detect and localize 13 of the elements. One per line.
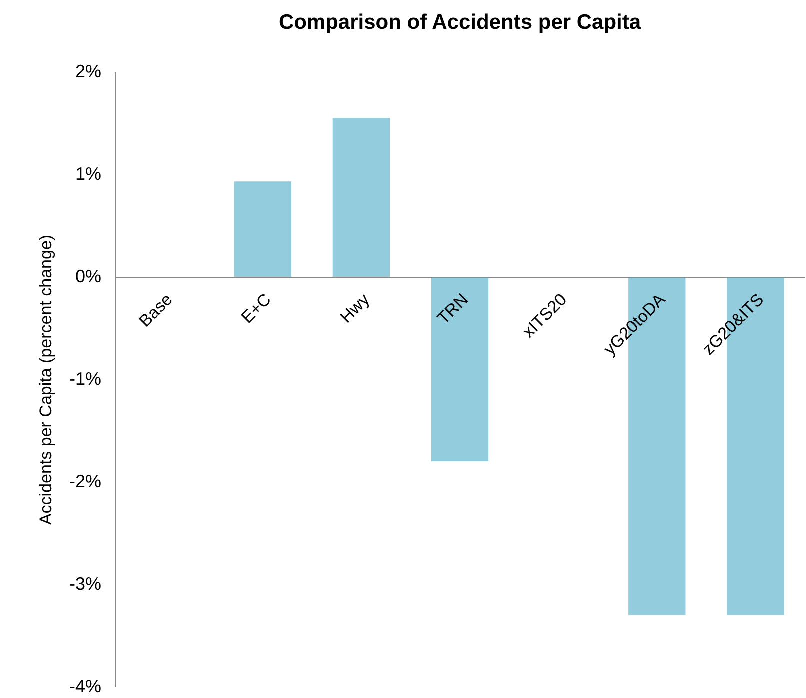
chart-title: Comparison of Accidents per Capita [278,11,642,34]
bar [234,182,292,277]
y-tick-label: -3% [69,574,102,594]
y-tick-label: 1% [75,164,102,184]
y-tick-label: 0% [75,266,102,286]
y-tick-label: 2% [75,62,102,82]
y-tick-label: -4% [69,676,102,696]
bar [332,118,390,277]
x-tick-label: Hwy [336,290,374,327]
y-tick-label: -1% [69,369,102,389]
y-axis-title: Accidents per Capita (percent change) [36,234,56,526]
bar [431,277,489,462]
y-tick-label: -2% [69,472,102,492]
